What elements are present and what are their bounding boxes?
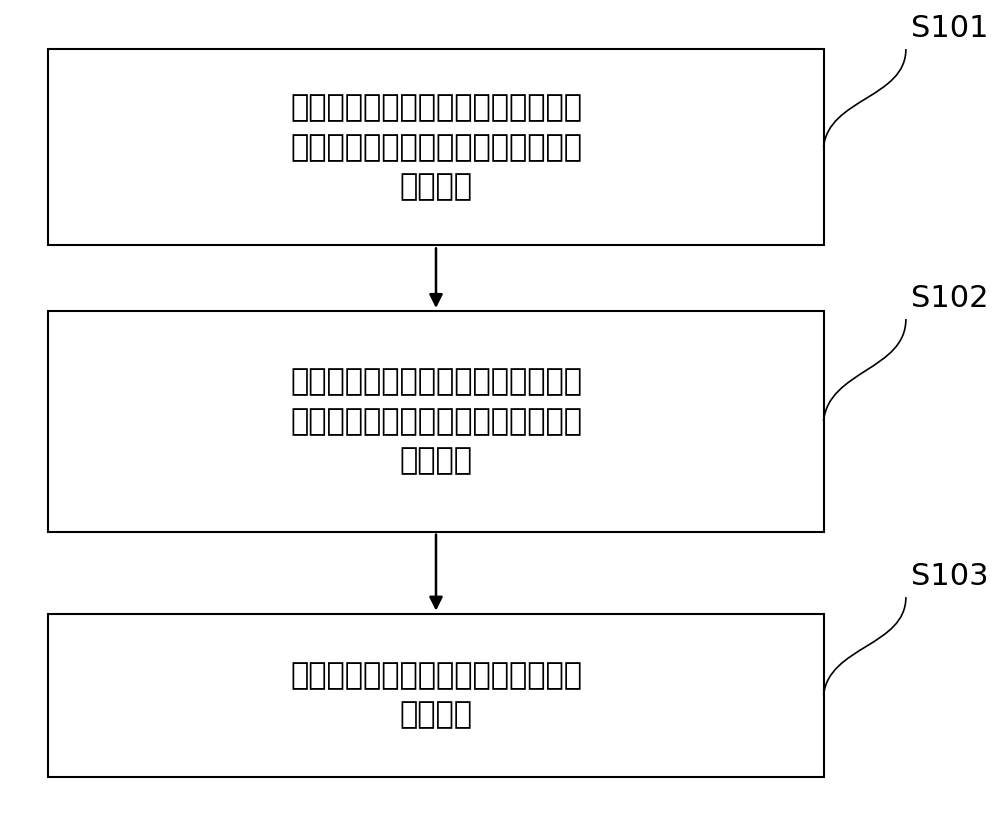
Text: 的可信度: 的可信度 <box>399 447 472 475</box>
Bar <box>48 311 824 532</box>
Text: 获取输入信号，对上述输入信号执行: 获取输入信号，对上述输入信号执行 <box>290 93 582 122</box>
Text: S101: S101 <box>911 14 988 43</box>
Text: 第二处理: 第二处理 <box>399 700 472 730</box>
Text: S102: S102 <box>911 284 988 313</box>
Text: 基于预设的参考信号对上述频域信号: 基于预设的参考信号对上述频域信号 <box>290 367 582 396</box>
Text: 执行可信度运算以获取上述频域信号: 执行可信度运算以获取上述频域信号 <box>290 407 582 436</box>
Text: 根据上述可信度对上述频域信号执行: 根据上述可信度对上述频域信号执行 <box>290 661 582 690</box>
Text: 频域信号: 频域信号 <box>399 173 472 201</box>
Bar <box>48 49 824 245</box>
Bar <box>48 614 824 777</box>
Text: 第一处理以获取上述输入信号对应的: 第一处理以获取上述输入信号对应的 <box>290 133 582 162</box>
Text: S103: S103 <box>911 562 988 591</box>
